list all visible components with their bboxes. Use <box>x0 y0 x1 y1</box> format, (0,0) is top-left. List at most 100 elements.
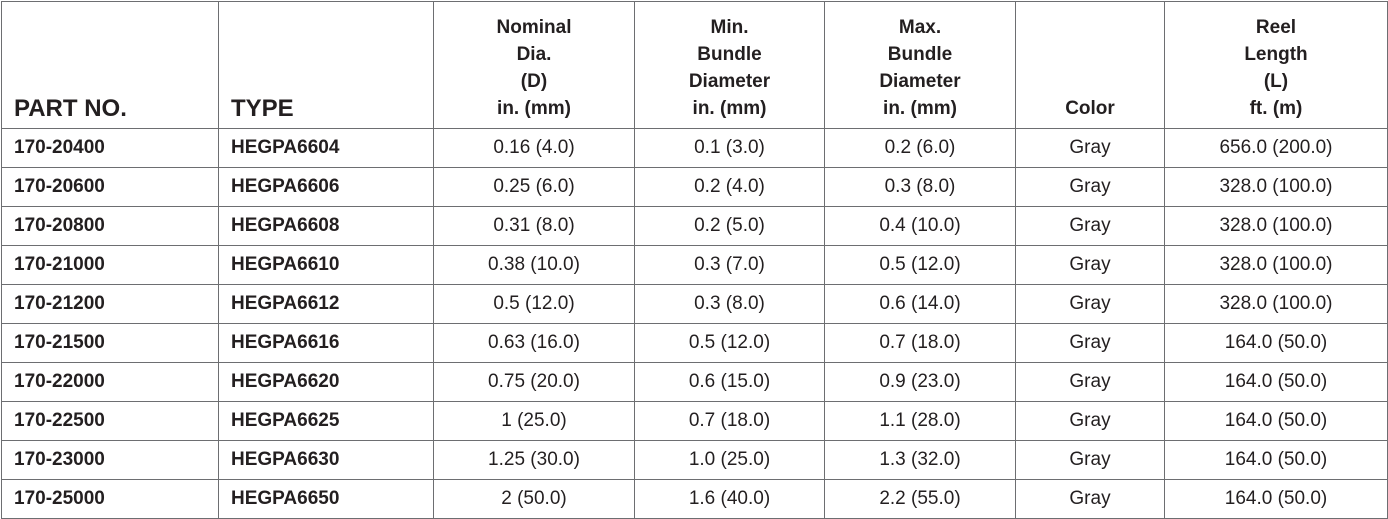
cell-max-bundle: 0.9 (23.0) <box>824 362 1016 402</box>
table-row: 170-20800 HEGPA6608 0.31 (8.0) 0.2 (5.0)… <box>1 206 1388 246</box>
cell-color: Gray <box>1015 362 1165 402</box>
cell-type: HEGPA6608 <box>218 206 434 246</box>
cell-part-no: 170-20800 <box>1 206 219 246</box>
cell-part-no: 170-21200 <box>1 284 219 324</box>
header-line: Diameter <box>688 71 771 92</box>
header-line: (D) <box>520 71 548 92</box>
cell-part-no: 170-25000 <box>1 479 219 519</box>
cell-part-no: 170-20600 <box>1 167 219 207</box>
cell-min-bundle: 0.6 (15.0) <box>634 362 825 402</box>
table-row: 170-20400 HEGPA6604 0.16 (4.0) 0.1 (3.0)… <box>1 128 1388 168</box>
cell-type: HEGPA6625 <box>218 401 434 441</box>
cell-reel-length: 656.0 (200.0) <box>1164 128 1388 168</box>
cell-color: Gray <box>1015 440 1165 480</box>
header-line: Dia. <box>516 44 552 65</box>
table-row: 170-21200 HEGPA6612 0.5 (12.0) 0.3 (8.0)… <box>1 284 1388 324</box>
cell-part-no: 170-22500 <box>1 401 219 441</box>
table-header: PART NO. TYPE Nominal Dia. (D) in. (mm) … <box>1 1 1388 129</box>
cell-reel-length: 164.0 (50.0) <box>1164 440 1388 480</box>
header-line: Reel <box>1255 17 1297 38</box>
header-line: in. (mm) <box>497 98 571 119</box>
header-line: Diameter <box>879 71 961 92</box>
cell-min-bundle: 0.2 (4.0) <box>634 167 825 207</box>
cell-reel-length: 328.0 (100.0) <box>1164 206 1388 246</box>
cell-min-bundle: 0.2 (5.0) <box>634 206 825 246</box>
cell-type: HEGPA6620 <box>218 362 434 402</box>
header-line: in. (mm) <box>883 98 957 119</box>
header-line: Min. <box>710 17 749 38</box>
cell-min-bundle: 0.3 (7.0) <box>634 245 825 285</box>
cell-min-bundle: 0.3 (8.0) <box>634 284 825 324</box>
cell-reel-length: 164.0 (50.0) <box>1164 323 1388 363</box>
cell-max-bundle: 0.6 (14.0) <box>824 284 1016 324</box>
header-line: Max. <box>898 17 942 38</box>
cell-color: Gray <box>1015 323 1165 363</box>
cell-part-no: 170-21500 <box>1 323 219 363</box>
cell-reel-length: 164.0 (50.0) <box>1164 401 1388 441</box>
cell-min-bundle: 0.5 (12.0) <box>634 323 825 363</box>
table-row: 170-21000 HEGPA6610 0.38 (10.0) 0.3 (7.0… <box>1 245 1388 285</box>
cell-nominal-dia: 0.5 (12.0) <box>433 284 635 324</box>
header-min-bundle-diameter: Min. Bundle Diameter in. (mm) <box>634 1 825 129</box>
cell-color: Gray <box>1015 206 1165 246</box>
cell-nominal-dia: 0.63 (16.0) <box>433 323 635 363</box>
cell-reel-length: 164.0 (50.0) <box>1164 362 1388 402</box>
cell-color: Gray <box>1015 284 1165 324</box>
cell-part-no: 170-23000 <box>1 440 219 480</box>
cell-part-no: 170-20400 <box>1 128 219 168</box>
table-row: 170-25000 HEGPA6650 2 (50.0) 1.6 (40.0) … <box>1 479 1388 519</box>
cell-max-bundle: 0.4 (10.0) <box>824 206 1016 246</box>
cell-min-bundle: 0.7 (18.0) <box>634 401 825 441</box>
header-line: ft. (m) <box>1249 98 1303 119</box>
cell-color: Gray <box>1015 167 1165 207</box>
header-line: Bundle <box>887 44 953 65</box>
cell-max-bundle: 0.3 (8.0) <box>824 167 1016 207</box>
header-line: Bundle <box>697 44 762 65</box>
header-line: in. (mm) <box>692 98 767 119</box>
table-row: 170-20600 HEGPA6606 0.25 (6.0) 0.2 (4.0)… <box>1 167 1388 207</box>
cell-reel-length: 328.0 (100.0) <box>1164 167 1388 207</box>
cell-nominal-dia: 0.25 (6.0) <box>433 167 635 207</box>
header-nominal-dia: Nominal Dia. (D) in. (mm) <box>433 1 635 129</box>
header-part-no: PART NO. <box>1 1 219 129</box>
cell-nominal-dia: 0.16 (4.0) <box>433 128 635 168</box>
cell-nominal-dia: 0.75 (20.0) <box>433 362 635 402</box>
cell-color: Gray <box>1015 128 1165 168</box>
header-type: TYPE <box>218 1 434 129</box>
cell-nominal-dia: 0.31 (8.0) <box>433 206 635 246</box>
header-reel-length: Reel Length (L) ft. (m) <box>1164 1 1388 129</box>
cell-type: HEGPA6616 <box>218 323 434 363</box>
header-row: PART NO. TYPE Nominal Dia. (D) in. (mm) … <box>1 1 1388 129</box>
header-max-bundle-diameter: Max. Bundle Diameter in. (mm) <box>824 1 1016 129</box>
table-row: 170-22000 HEGPA6620 0.75 (20.0) 0.6 (15.… <box>1 362 1388 402</box>
cell-type: HEGPA6612 <box>218 284 434 324</box>
cell-max-bundle: 1.3 (32.0) <box>824 440 1016 480</box>
cell-type: HEGPA6630 <box>218 440 434 480</box>
cell-part-no: 170-22000 <box>1 362 219 402</box>
cell-min-bundle: 0.1 (3.0) <box>634 128 825 168</box>
cell-type: HEGPA6650 <box>218 479 434 519</box>
cell-color: Gray <box>1015 245 1165 285</box>
cell-reel-length: 164.0 (50.0) <box>1164 479 1388 519</box>
cell-part-no: 170-21000 <box>1 245 219 285</box>
table-body: 170-20400 HEGPA6604 0.16 (4.0) 0.1 (3.0)… <box>1 128 1388 519</box>
header-line: (L) <box>1263 71 1289 92</box>
cell-min-bundle: 1.0 (25.0) <box>634 440 825 480</box>
cell-type: HEGPA6606 <box>218 167 434 207</box>
header-color: Color <box>1015 1 1165 129</box>
cell-max-bundle: 0.2 (6.0) <box>824 128 1016 168</box>
cell-nominal-dia: 1 (25.0) <box>433 401 635 441</box>
cell-max-bundle: 0.5 (12.0) <box>824 245 1016 285</box>
cell-reel-length: 328.0 (100.0) <box>1164 284 1388 324</box>
cell-nominal-dia: 1.25 (30.0) <box>433 440 635 480</box>
cell-type: HEGPA6604 <box>218 128 434 168</box>
cell-max-bundle: 0.7 (18.0) <box>824 323 1016 363</box>
table-row: 170-21500 HEGPA6616 0.63 (16.0) 0.5 (12.… <box>1 323 1388 363</box>
cell-nominal-dia: 0.38 (10.0) <box>433 245 635 285</box>
header-line: Nominal <box>496 17 572 38</box>
cell-color: Gray <box>1015 401 1165 441</box>
table-row: 170-23000 HEGPA6630 1.25 (30.0) 1.0 (25.… <box>1 440 1388 480</box>
cell-min-bundle: 1.6 (40.0) <box>634 479 825 519</box>
cell-max-bundle: 1.1 (28.0) <box>824 401 1016 441</box>
